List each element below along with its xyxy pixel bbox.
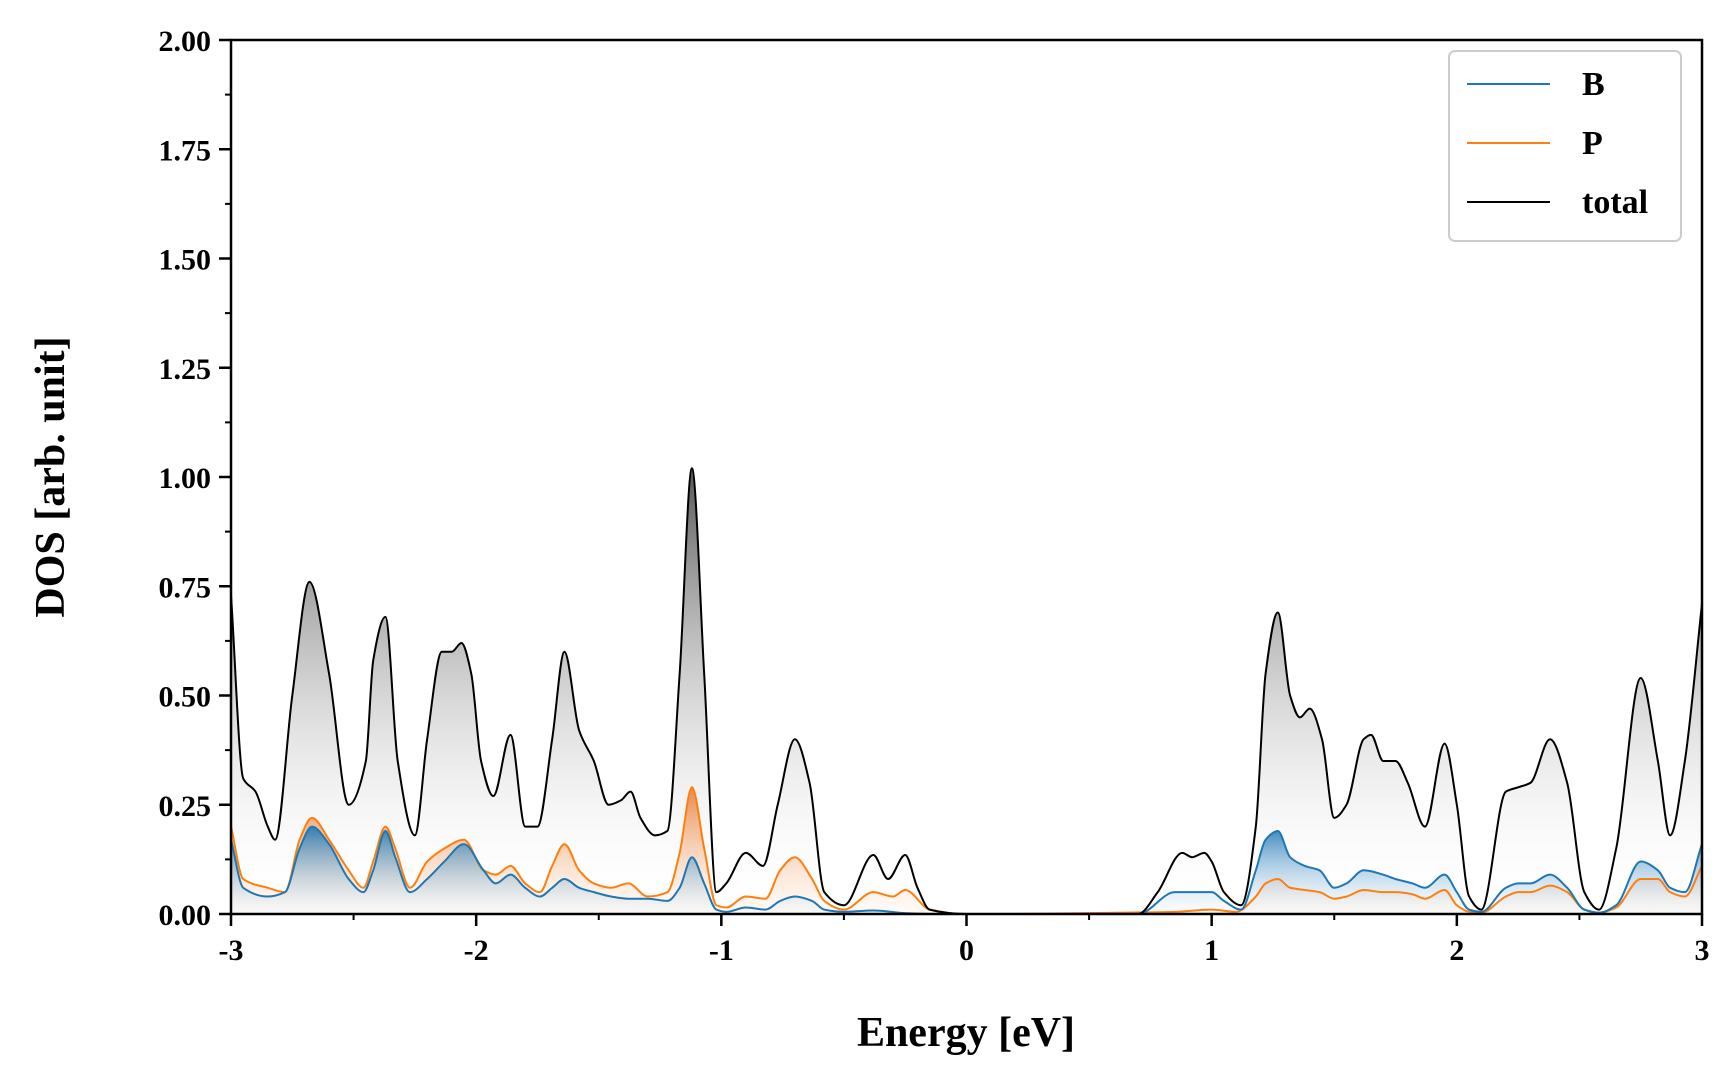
x-tick-label: -3 (219, 934, 244, 967)
x-tick-label: -2 (464, 934, 489, 967)
y-tick-label: 1.50 (159, 244, 212, 277)
legend: B P total (1448, 50, 1682, 242)
x-tick-label: 0 (959, 934, 974, 967)
legend-frame (1448, 50, 1682, 242)
x-tick-label: -1 (709, 934, 734, 967)
y-tick-label: 0.75 (159, 571, 212, 604)
y-axis-ticks: 0.00 0.25 0.50 0.75 1.00 1.25 1.50 1.75 2.00 (159, 25, 231, 932)
y-axis-label: DOS [arb. unit] (28, 336, 74, 617)
y-tick-label: 1.75 (159, 134, 212, 167)
series-line-total (231, 467, 1702, 914)
x-tick-label: 2 (1449, 934, 1464, 967)
series-line-B (231, 825, 1702, 914)
y-tick-label: 2.00 (159, 25, 212, 58)
legend-label-P: P (1582, 125, 1603, 162)
y-tick-label: 1.00 (159, 462, 212, 495)
x-axis-ticks: -3 -2 -1 0 1 2 3 (219, 914, 1710, 967)
x-tick-label: 3 (1695, 934, 1710, 967)
x-axis-label: Energy [eV] (857, 1010, 1075, 1056)
y-tick-label: 0.00 (159, 899, 212, 932)
area-fill-total (231, 468, 1702, 914)
y-tick-label: 0.25 (159, 790, 212, 823)
area-fills (231, 468, 1702, 914)
y-tick-label: 0.50 (159, 681, 212, 714)
area-fill-B (231, 826, 1702, 914)
y-tick-label: 1.25 (159, 353, 212, 386)
legend-label-total: total (1582, 184, 1648, 221)
legend-label-B: B (1582, 66, 1605, 103)
x-tick-label: 1 (1204, 934, 1219, 967)
series-lines (231, 467, 1702, 914)
